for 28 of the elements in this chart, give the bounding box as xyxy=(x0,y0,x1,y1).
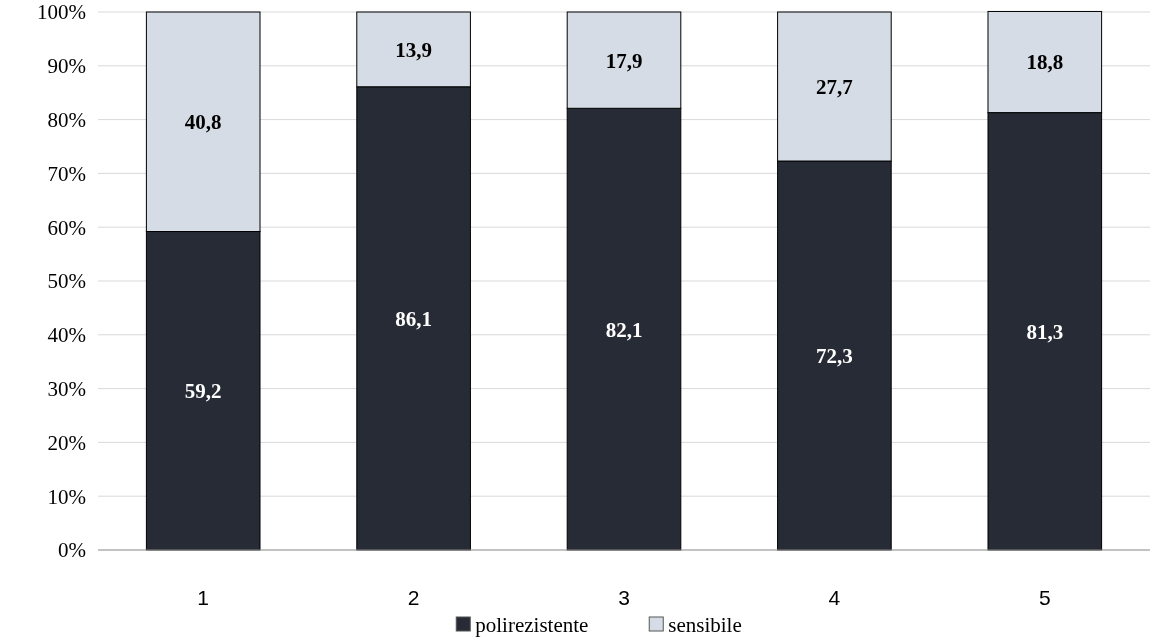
y-tick-label: 0% xyxy=(58,538,86,563)
data-label: 81,3 xyxy=(1026,319,1064,344)
data-label: 72,3 xyxy=(816,343,853,368)
x-tick-label: 4 xyxy=(828,586,841,609)
data-label: 86,1 xyxy=(395,306,432,331)
y-tick-label: 100% xyxy=(37,0,86,25)
y-tick-label: 90% xyxy=(47,54,86,79)
data-label: 82,1 xyxy=(605,317,643,342)
y-tick-label: 50% xyxy=(47,269,86,294)
data-label: 18,8 xyxy=(1026,50,1064,75)
y-tick-label: 30% xyxy=(47,376,86,401)
x-tick-label: 2 xyxy=(407,586,420,609)
data-label: 17,9 xyxy=(605,48,643,73)
legend-label: polirezistente xyxy=(475,613,589,638)
y-tick-label: 80% xyxy=(47,107,86,132)
y-tick-label: 10% xyxy=(47,484,86,509)
data-label: 13,9 xyxy=(395,37,432,62)
data-label: 27,7 xyxy=(816,74,853,99)
y-tick-label: 20% xyxy=(47,430,86,455)
data-label: 40,8 xyxy=(184,110,222,135)
y-tick-label: 70% xyxy=(47,161,86,186)
x-tick-label: 5 xyxy=(1038,586,1051,609)
y-tick-label: 60% xyxy=(47,215,86,240)
data-label: 59,2 xyxy=(184,379,222,404)
x-tick-label: 3 xyxy=(618,586,630,609)
x-tick-label: 1 xyxy=(197,586,210,609)
legend-label: sensibile xyxy=(668,613,742,638)
y-tick-label: 40% xyxy=(47,323,86,348)
